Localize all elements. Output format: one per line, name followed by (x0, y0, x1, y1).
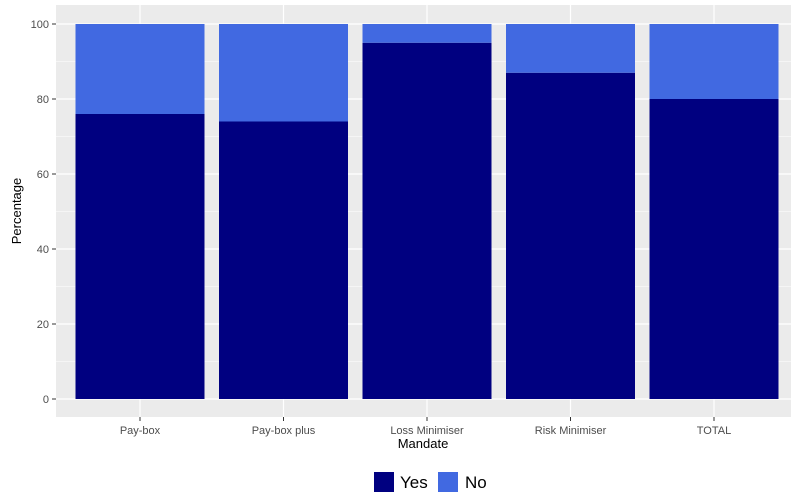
bar-no (219, 24, 348, 122)
y-axis-title: Percentage (9, 178, 24, 245)
x-tick-label: Pay-box (120, 425, 161, 437)
bar-no (506, 24, 635, 73)
bar-yes (363, 43, 492, 399)
y-axis: 0 20 40 60 80 100 (31, 19, 56, 406)
bar-yes (506, 73, 635, 399)
legend-label-no: No (465, 473, 487, 492)
legend: Yes No (374, 472, 487, 492)
y-tick-label: 60 (37, 169, 49, 181)
x-tick-label: Risk Minimiser (535, 425, 607, 437)
y-tick-label: 40 (37, 244, 49, 256)
x-axis-title: Mandate (398, 436, 449, 451)
x-tick-label: Pay-box plus (252, 425, 316, 437)
bar-yes (650, 99, 779, 399)
y-tick-label: 20 (37, 319, 49, 331)
bars-layer (76, 24, 779, 399)
bar-no (650, 24, 779, 99)
legend-label-yes: Yes (400, 473, 428, 492)
y-tick-label: 80 (37, 94, 49, 106)
bar-yes (76, 114, 205, 399)
legend-key-no (438, 472, 458, 492)
x-tick-label: TOTAL (697, 425, 731, 437)
legend-key-yes (374, 472, 394, 492)
x-axis: Pay-box Pay-box plus Loss Minimiser Risk Mi… (120, 417, 731, 437)
bar-yes (219, 122, 348, 400)
y-tick-label: 0 (43, 394, 49, 406)
bar-no (363, 24, 492, 43)
y-tick-label: 100 (31, 19, 49, 31)
bar-no (76, 24, 205, 114)
